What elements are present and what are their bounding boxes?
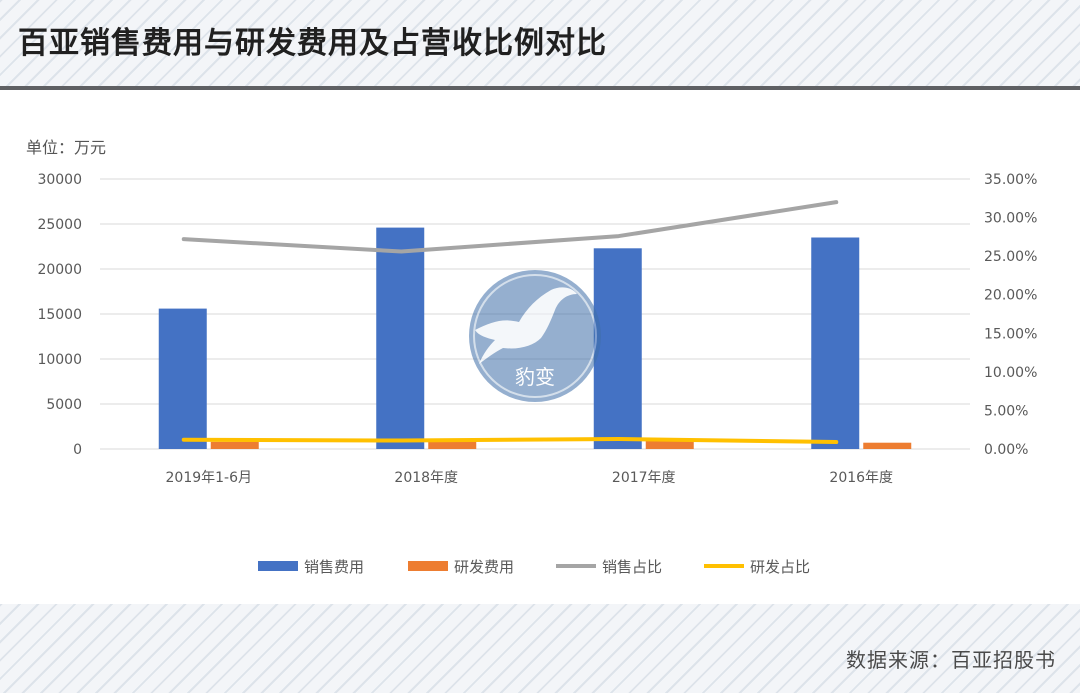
right-axis-tick-label: 35.00% — [984, 172, 1037, 188]
chart-area: 单位：万元 0 5000 10000 15000 20000 25000 30000 0.00… — [0, 90, 1080, 604]
legend-swatch — [408, 561, 448, 571]
footer-band: 数据来源：百亚招股书 — [0, 604, 1080, 693]
left-axis-tick-label: 20000 — [37, 262, 82, 278]
legend-label: 研发费用 — [454, 558, 514, 576]
legend-swatch — [258, 561, 298, 571]
left-axis-tick-label: 25000 — [37, 217, 82, 233]
sales-expense-bar — [158, 308, 207, 449]
category-label: 2016年度 — [829, 470, 893, 486]
sales-expense-bar — [593, 248, 642, 449]
rd-expense-bar — [428, 441, 477, 449]
right-axis-tick-label: 20.00% — [984, 288, 1037, 304]
right-axis-tick-label: 15.00% — [984, 326, 1037, 342]
rd-expense-bar — [210, 441, 259, 449]
left-axis-tick-label: 10000 — [37, 352, 82, 368]
source-note: 数据来源：百亚招股书 — [846, 648, 1056, 672]
chart-title: 百亚销售费用与研发费用及占营收比例对比 — [18, 26, 607, 61]
legend-label: 销售占比 — [602, 558, 662, 576]
watermark-text: 豹变 — [515, 365, 555, 389]
right-axis-tick-label: 0.00% — [984, 442, 1028, 458]
bars — [158, 227, 912, 449]
left-axis-tick-label: 15000 — [37, 307, 82, 323]
axis-labels: 0 5000 10000 15000 20000 25000 30000 0.00% 5.00%… — [37, 172, 1037, 486]
header-band: 百亚销售费用与研发费用及占营收比例对比 — [0, 0, 1080, 86]
combo-chart: 0 5000 10000 15000 20000 25000 30000 0.00% 5.00%… — [37, 172, 1037, 576]
sales-expense-bar — [376, 227, 425, 449]
panther-logo-watermark: 豹变 — [469, 270, 601, 402]
category-label: 2019年1-6月 — [166, 470, 253, 486]
left-axis-tick-label: 30000 — [37, 172, 82, 188]
legend-label: 销售费用 — [304, 558, 364, 576]
right-axis-tick-label: 25.00% — [984, 249, 1037, 265]
lines — [181, 200, 839, 445]
sales-expense-bar — [811, 237, 860, 449]
left-axis-tick-label: 5000 — [46, 397, 82, 413]
header-divider — [0, 86, 1080, 90]
right-axis-tick-label: 5.00% — [984, 403, 1028, 419]
legend-label: 研发占比 — [750, 558, 810, 576]
right-axis-tick-label: 10.00% — [984, 365, 1037, 381]
unit-label: 单位：万元 — [26, 138, 107, 157]
legend: 销售费用 研发费用 销售占比 研发占比 — [258, 558, 810, 576]
rd-expense-bar — [645, 440, 694, 449]
rd-expense-bar — [863, 442, 912, 449]
left-axis-tick-label: 0 — [73, 442, 82, 458]
sales-ratio-line — [181, 200, 839, 254]
rd-ratio-line — [181, 436, 839, 445]
category-label: 2017年度 — [612, 470, 676, 486]
category-label: 2018年度 — [394, 470, 458, 486]
right-axis-tick-label: 30.00% — [984, 211, 1037, 227]
